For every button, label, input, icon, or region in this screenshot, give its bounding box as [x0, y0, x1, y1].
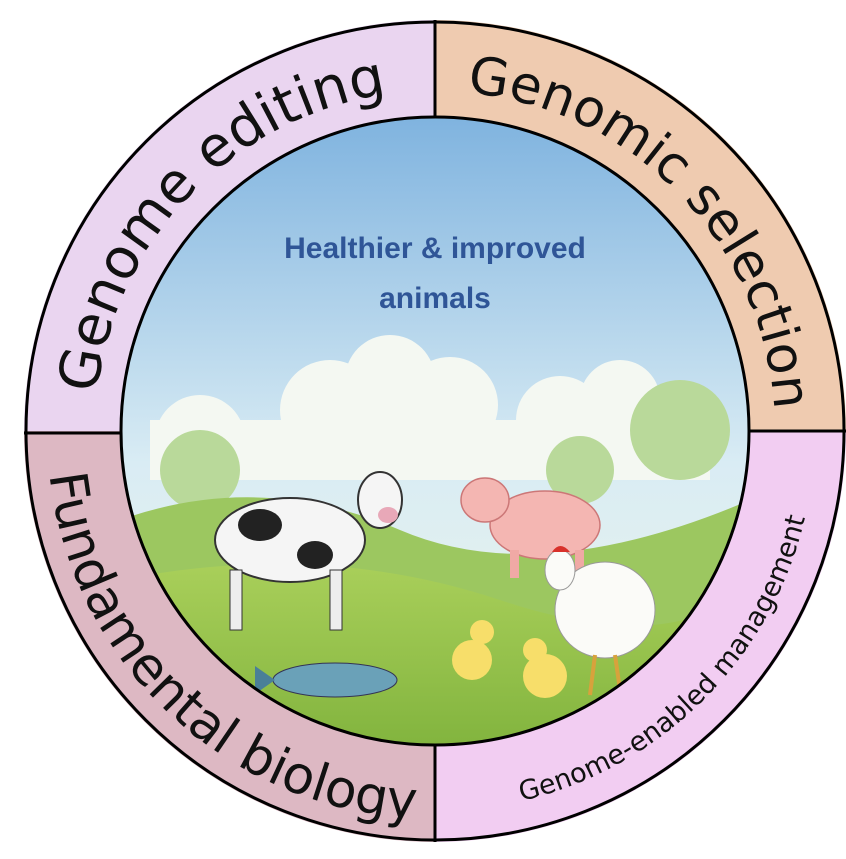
cow-part [230, 570, 242, 630]
cow-part [215, 498, 365, 582]
cow-part [330, 570, 342, 630]
diagram: Genome editing Genomic selection Fundame… [0, 0, 846, 859]
chicks-part [523, 638, 547, 662]
cow-part [238, 509, 282, 541]
chicks-part [470, 620, 494, 644]
page-body: Genome editing Genomic selection Fundame… [0, 0, 846, 859]
cow-part [297, 541, 333, 569]
hen-part [545, 550, 575, 590]
page: Genomics ring diagram {"center": {"title… [0, 0, 846, 859]
chicks-part [452, 640, 492, 680]
center-title: animals [379, 282, 491, 315]
cow-part [378, 507, 398, 523]
center-title: Healthier & improved [284, 232, 586, 265]
trees-part [630, 380, 730, 480]
pig-part [510, 550, 519, 578]
pig-part [461, 478, 509, 522]
fish-part [273, 663, 397, 697]
